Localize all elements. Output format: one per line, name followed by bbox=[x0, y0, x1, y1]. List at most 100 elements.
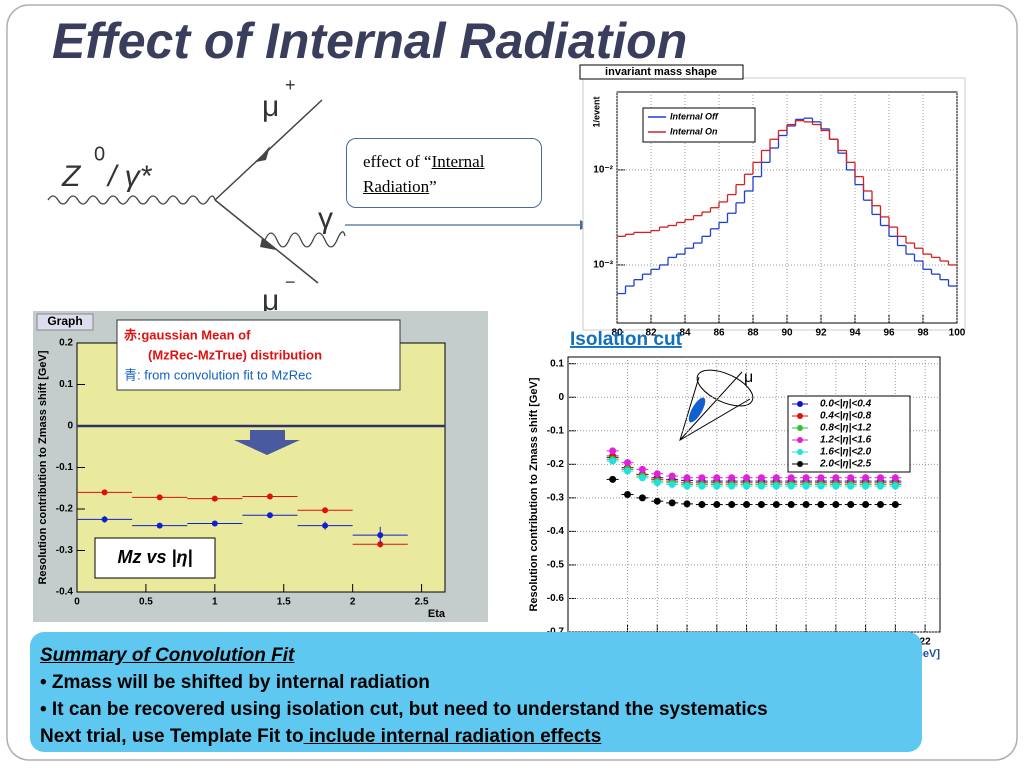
boson-label: Z bbox=[61, 160, 82, 193]
point bbox=[832, 482, 840, 490]
point bbox=[156, 522, 163, 529]
point bbox=[832, 474, 840, 482]
muon-direction bbox=[679, 371, 743, 441]
marker-label: μ bbox=[744, 369, 753, 386]
legend-marker bbox=[797, 425, 803, 431]
point bbox=[728, 474, 736, 482]
summary-heading: Summary of Convolution Fit bbox=[40, 645, 295, 666]
y-tick-label: -0.2 bbox=[547, 459, 565, 470]
summary-line: Next trial, use Template Fit to include … bbox=[40, 723, 912, 750]
x-tick-label: 80 bbox=[611, 328, 623, 339]
point bbox=[713, 474, 721, 482]
point bbox=[683, 482, 691, 490]
callout: effect of “Internal Radiation” bbox=[346, 138, 542, 208]
boson-line bbox=[47, 195, 216, 205]
point bbox=[817, 501, 825, 509]
x-tick-label: 92 bbox=[815, 328, 827, 339]
y-tick-label: -0.4 bbox=[547, 526, 565, 537]
annotation-box bbox=[116, 319, 401, 391]
point bbox=[743, 482, 751, 490]
x-tick-label: 98 bbox=[917, 328, 929, 339]
point bbox=[322, 522, 329, 529]
x-tick-label: 82 bbox=[645, 328, 657, 339]
point bbox=[609, 457, 617, 465]
callout-text: effect of “ bbox=[363, 152, 432, 171]
point bbox=[772, 501, 780, 509]
y-tick-label: -0.1 bbox=[547, 425, 565, 436]
point bbox=[668, 480, 676, 488]
summary-box: Summary of Convolution Fit • Zmass will … bbox=[30, 632, 922, 752]
point bbox=[653, 470, 661, 478]
point bbox=[713, 501, 721, 509]
point bbox=[668, 499, 676, 507]
point bbox=[802, 474, 810, 482]
arrow bbox=[256, 146, 270, 162]
x-axis-label: Eta bbox=[428, 608, 446, 620]
legend-label: Internal Off bbox=[670, 111, 719, 121]
point bbox=[862, 482, 870, 490]
point bbox=[891, 482, 899, 490]
point bbox=[377, 541, 384, 548]
y-tick-label: 0 bbox=[558, 392, 564, 403]
title-box bbox=[579, 64, 744, 80]
point bbox=[847, 501, 855, 509]
y-tick-label: -0.1 bbox=[56, 462, 74, 473]
legend-marker bbox=[797, 401, 803, 407]
point bbox=[609, 447, 617, 455]
y-axis-label: Resolution contribution to Zmass shift [… bbox=[37, 350, 49, 584]
x-tick-label: 22 bbox=[920, 637, 932, 648]
legend-label: 1.2<|η|<1.6 bbox=[820, 435, 872, 446]
point bbox=[876, 474, 884, 482]
point bbox=[638, 494, 646, 502]
x-tick-label: 100 bbox=[949, 328, 966, 339]
muon-sup: + bbox=[285, 75, 296, 95]
y-tick-label: -0.2 bbox=[56, 504, 74, 515]
x-tick-label: 90 bbox=[781, 328, 793, 339]
x-tick-label: 1.5 bbox=[277, 597, 291, 608]
title-box bbox=[36, 313, 94, 331]
point bbox=[683, 500, 691, 508]
legend-label: 2.0<|η|<2.5 bbox=[819, 459, 872, 470]
boson-sup: 0 bbox=[94, 143, 105, 165]
legend-box bbox=[642, 107, 756, 143]
y-tick-label: -0.3 bbox=[56, 545, 74, 556]
point bbox=[101, 516, 108, 523]
point bbox=[638, 474, 646, 482]
y-tick-label: 0.2 bbox=[59, 338, 73, 349]
y-tick-label: 0.1 bbox=[550, 358, 564, 369]
y-axis-label: Resolution contribution to Zmass shift [… bbox=[528, 377, 540, 611]
point bbox=[728, 501, 736, 509]
x-tick-label: 96 bbox=[883, 328, 895, 339]
summary-line: • Zmass will be shifted by internal radi… bbox=[40, 672, 430, 693]
x-tick-label: 1 bbox=[212, 597, 218, 608]
y-tick-label: -0.6 bbox=[547, 593, 565, 604]
cone-core bbox=[688, 397, 706, 423]
cone-rim bbox=[696, 369, 754, 407]
point bbox=[772, 482, 780, 490]
point bbox=[862, 474, 870, 482]
point bbox=[211, 520, 218, 527]
chart-title: invariant mass shape bbox=[605, 66, 717, 78]
y-axis-label: 1/event bbox=[591, 96, 601, 127]
muon-minus-line bbox=[214, 199, 319, 284]
photon-line bbox=[264, 231, 346, 248]
muon-sup: − bbox=[285, 272, 296, 292]
point bbox=[802, 482, 810, 490]
chart-title: Graph bbox=[47, 314, 82, 328]
arrow bbox=[260, 238, 276, 250]
point bbox=[624, 491, 632, 498]
photon-label: γ bbox=[318, 202, 333, 235]
point bbox=[847, 474, 855, 482]
y-tick-label: -0.5 bbox=[547, 560, 565, 571]
point bbox=[609, 475, 617, 483]
legend-label: 0.4<|η|<0.8 bbox=[820, 411, 872, 422]
point bbox=[876, 501, 884, 509]
legend-label: 1.6<|η|<2.0 bbox=[820, 447, 872, 458]
point bbox=[728, 482, 736, 490]
callout-text: ” bbox=[429, 177, 437, 196]
summary-text: include internal radiation effects bbox=[303, 726, 602, 747]
point bbox=[266, 512, 273, 519]
muon-label: μ bbox=[262, 90, 279, 123]
